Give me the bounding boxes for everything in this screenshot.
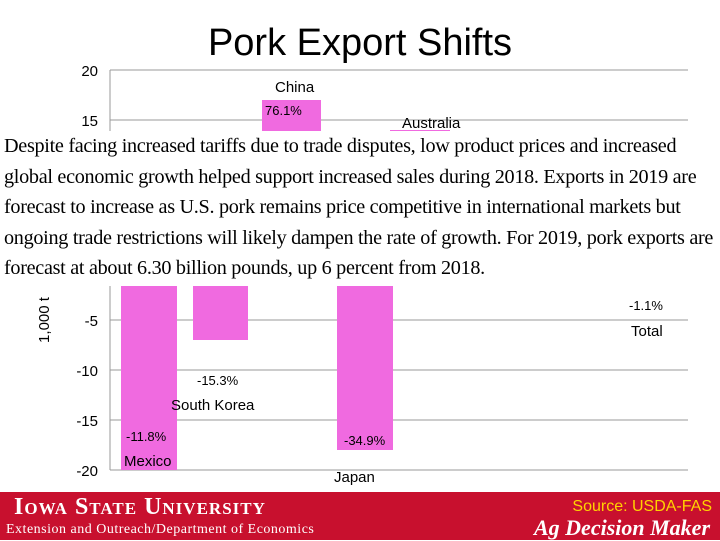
department-name: Extension and Outreach/Department of Eco… — [6, 522, 315, 537]
bar-value-label: -34.9% — [344, 433, 386, 448]
y-tick-label: 20 — [81, 63, 98, 80]
label-background — [168, 395, 272, 415]
bar-name-label: China — [275, 79, 315, 96]
bar-value-label: -15.3% — [197, 373, 239, 388]
y-tick-label: -20 — [76, 463, 98, 480]
bar-value-label: -11.8% — [126, 429, 167, 444]
bar-japan — [337, 270, 393, 450]
university-name: Iowa State University — [14, 494, 266, 520]
bar-name-label: Mexico — [124, 453, 172, 470]
y-tick-label: 15 — [81, 113, 98, 130]
bar-value-label: -1.1% — [629, 298, 663, 313]
bar-value-label: 76.1% — [265, 103, 302, 118]
description-paragraph: Despite facing increased tariffs due to … — [4, 131, 718, 286]
footer-bar: Iowa State University Extension and Outr… — [0, 492, 720, 540]
y-axis-label: 1,000 t — [36, 296, 53, 343]
label-background — [626, 320, 676, 340]
bar-name-label: South Korea — [171, 397, 255, 414]
y-tick-label: -10 — [76, 363, 98, 380]
bar-mexico — [121, 270, 177, 470]
y-tick-label: -15 — [76, 413, 98, 430]
y-tick-label: -5 — [85, 313, 98, 330]
bar-name-label: Total — [631, 323, 663, 340]
brand-logo: Ag Decision Maker — [534, 515, 710, 540]
bar-name-label: Australia — [402, 115, 461, 132]
source-note: Source: USDA-FAS — [572, 498, 712, 515]
page-title: Pork Export Shifts — [207, 22, 513, 64]
bar-name-label: Japan — [334, 469, 375, 486]
